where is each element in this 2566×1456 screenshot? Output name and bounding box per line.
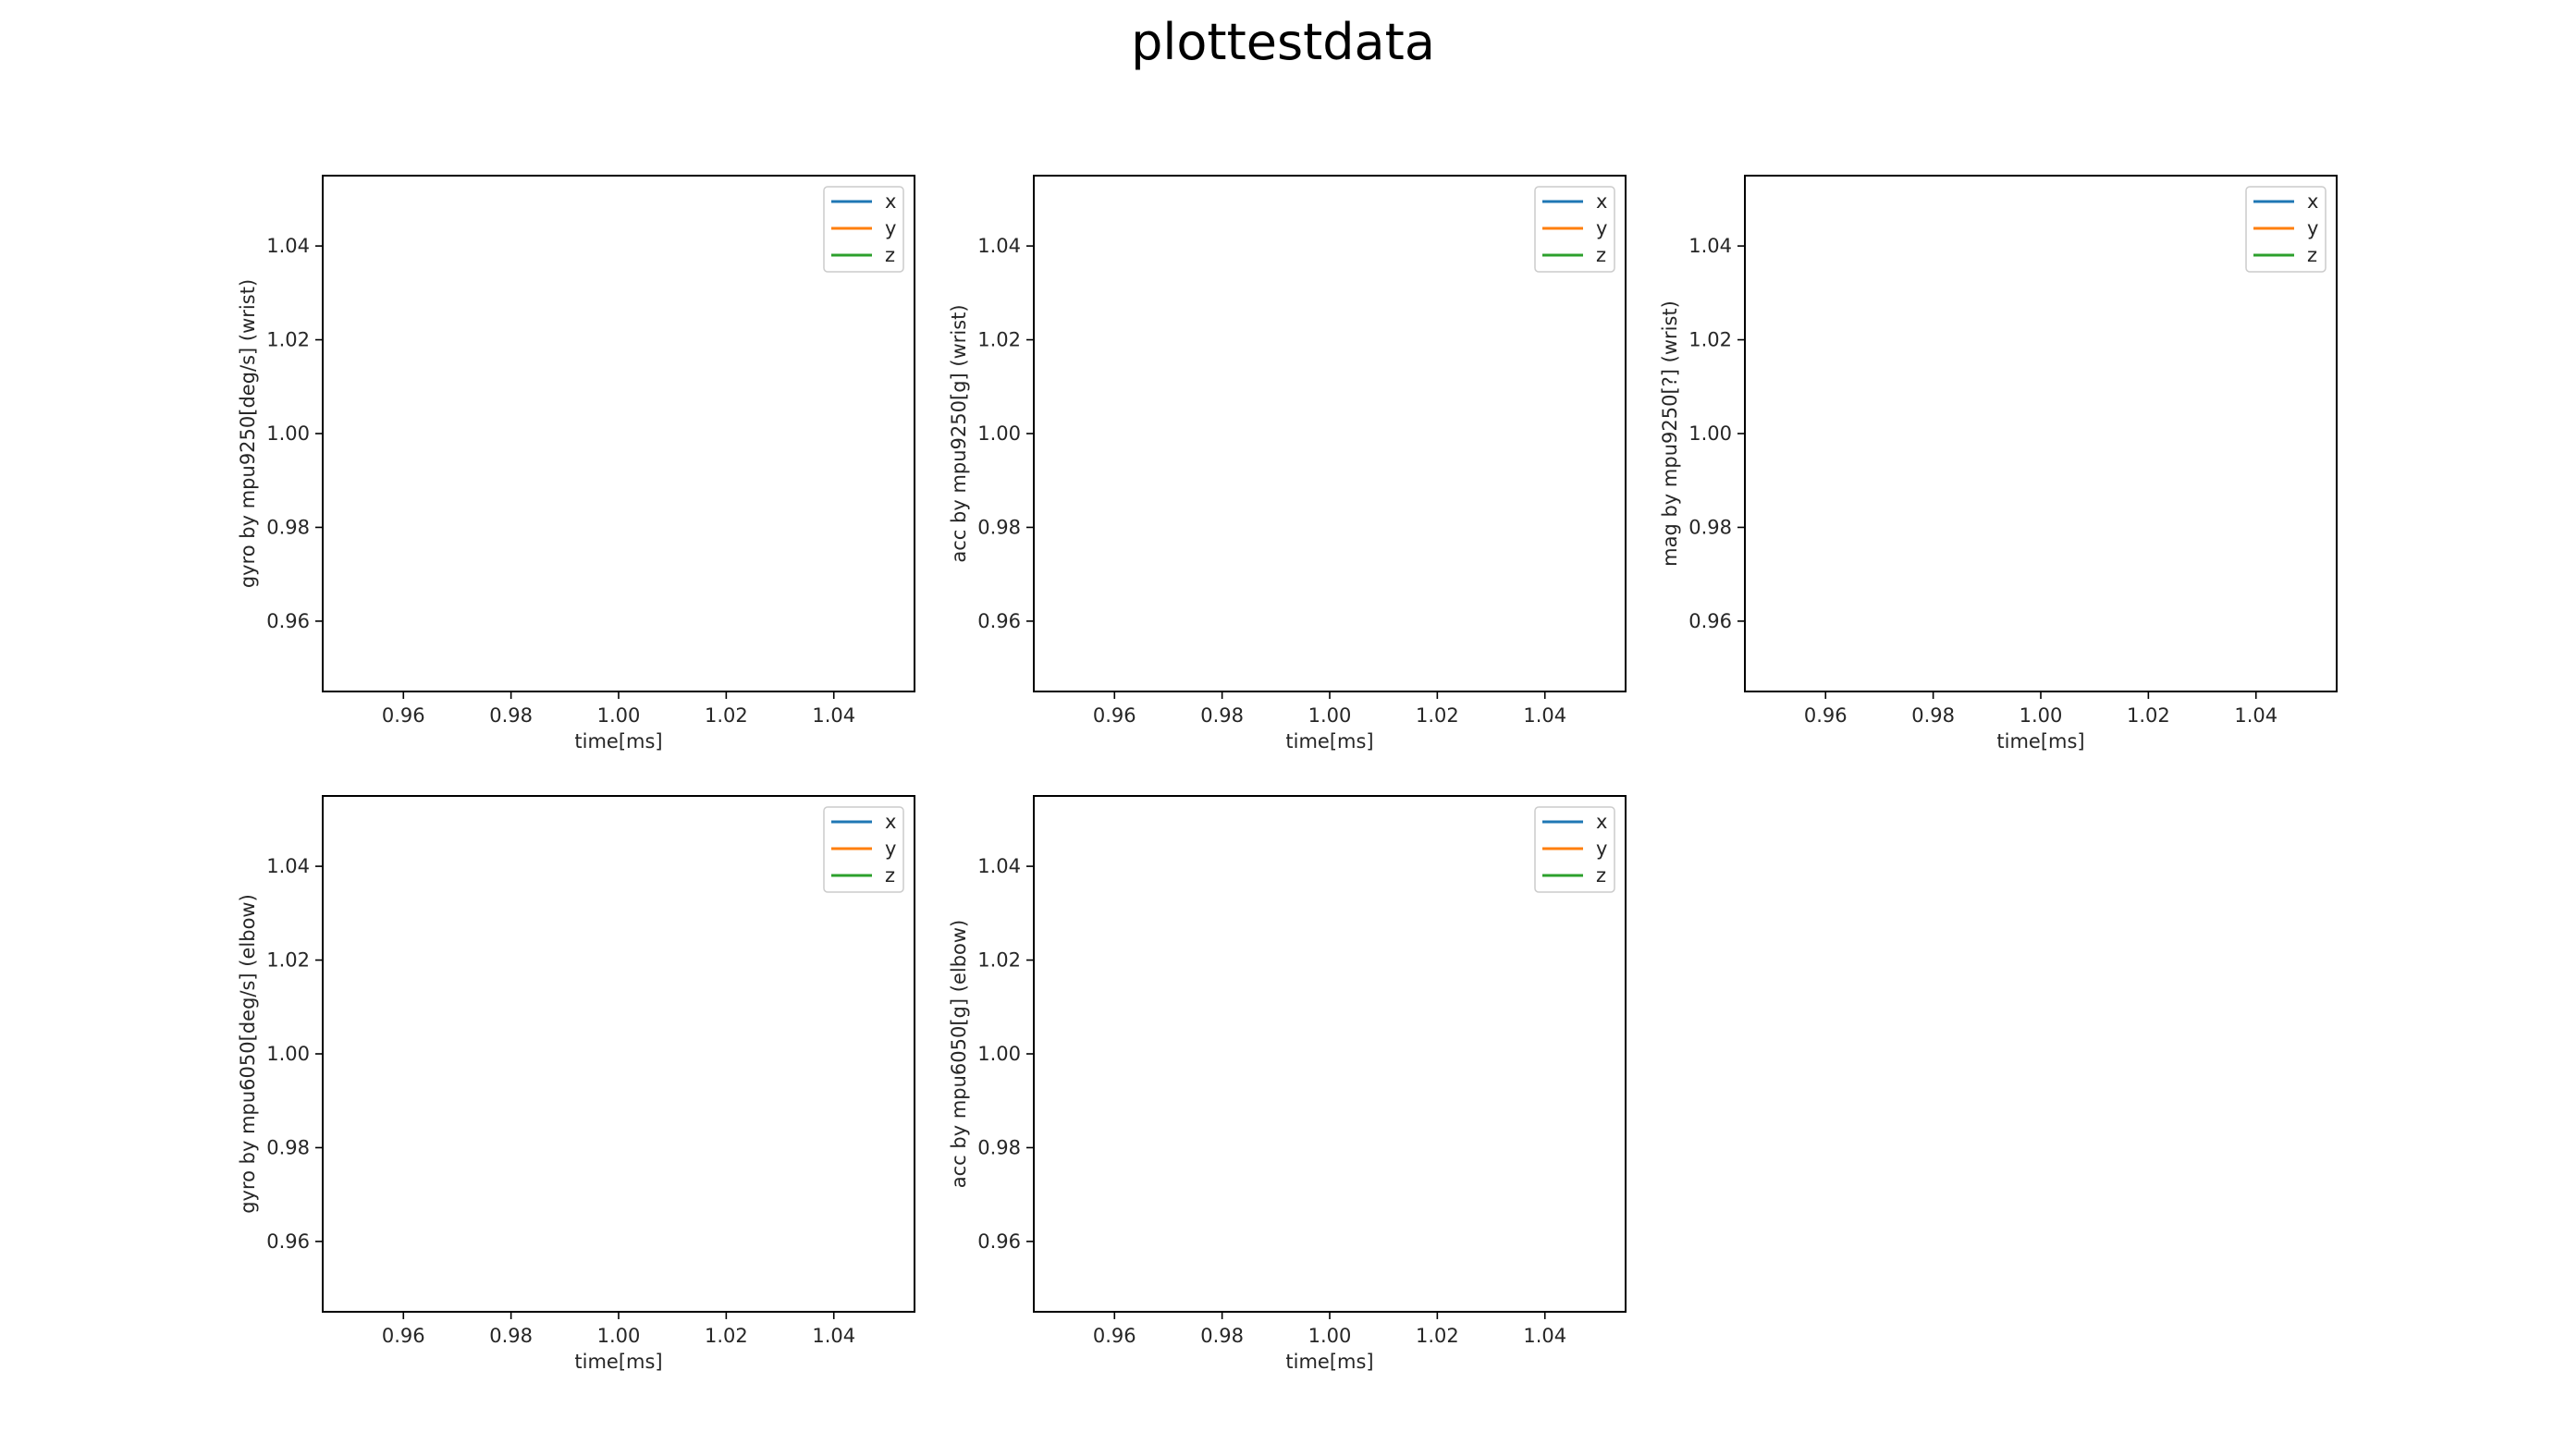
x-tick-label: 1.02 bbox=[2127, 704, 2170, 727]
y-tick-label: 1.00 bbox=[266, 422, 310, 445]
x-tick-label: 0.96 bbox=[382, 1325, 425, 1347]
plot-area bbox=[1033, 175, 1627, 692]
y-tick-label: 0.98 bbox=[266, 1136, 310, 1158]
x-tick-label: 1.04 bbox=[1523, 1325, 1566, 1347]
y-tick-label: 1.04 bbox=[977, 235, 1021, 257]
y-tick-label: 1.00 bbox=[977, 1043, 1021, 1065]
legend: xyz bbox=[2245, 186, 2327, 273]
x-tick-label: 1.04 bbox=[2234, 704, 2277, 727]
legend-label: x bbox=[885, 190, 896, 213]
y-tick-label: 1.02 bbox=[977, 949, 1021, 972]
legend-label: z bbox=[885, 864, 895, 887]
subplot-3: 0.96 0.98 1.00 1.02 1.04 0.96 0.98 1.00 1.02 1.04… bbox=[1659, 175, 2338, 752]
legend: xyz bbox=[823, 186, 904, 273]
x-tick-label: 1.00 bbox=[2020, 704, 2063, 727]
subplot-2: 0.96 0.98 1.00 1.02 1.04 0.96 0.98 1.00 1.02 1.04… bbox=[948, 175, 1627, 752]
x-axis-label: time[ms] bbox=[574, 1351, 662, 1373]
x-tick-label: 1.04 bbox=[1523, 704, 1566, 727]
plot-area bbox=[322, 795, 915, 1313]
x-axis-label: time[ms] bbox=[1285, 1351, 1373, 1373]
legend-label: y bbox=[1596, 217, 1607, 239]
y-tick-label: 1.04 bbox=[266, 855, 310, 877]
y-axis-label: gyro by mpu9250[deg/s] (wrist) bbox=[237, 279, 259, 588]
y-tick-label: 0.96 bbox=[266, 1230, 310, 1253]
x-tick-label: 1.04 bbox=[812, 1325, 855, 1347]
y-tick-label: 1.02 bbox=[1688, 329, 1732, 351]
x-tick-label: 0.96 bbox=[1804, 704, 1848, 727]
y-tick-label: 0.98 bbox=[266, 516, 310, 538]
x-axis-label: time[ms] bbox=[1285, 730, 1373, 752]
y-tick-label: 0.96 bbox=[1688, 610, 1732, 632]
subplot-4: 0.96 0.98 1.00 1.02 1.04 0.96 0.98 1.00 1.02 1.04… bbox=[237, 795, 915, 1373]
legend-label: x bbox=[1596, 190, 1607, 213]
x-tick-label: 0.98 bbox=[1911, 704, 1955, 727]
x-tick-label: 0.96 bbox=[382, 704, 425, 727]
x-tick-label: 1.04 bbox=[812, 704, 855, 727]
x-tick-label: 1.00 bbox=[597, 704, 641, 727]
plot-area bbox=[1033, 795, 1627, 1313]
y-tick-label: 1.04 bbox=[1688, 235, 1732, 257]
legend-label: y bbox=[885, 838, 896, 860]
y-tick-label: 1.00 bbox=[1688, 422, 1732, 445]
x-tick-label: 1.00 bbox=[597, 1325, 641, 1347]
x-tick-label: 1.00 bbox=[1308, 1325, 1352, 1347]
y-tick-label: 0.96 bbox=[977, 1230, 1021, 1253]
legend-label: y bbox=[1596, 838, 1607, 860]
y-axis-label: acc by mpu9250[g] (wrist) bbox=[948, 304, 970, 562]
legend-label: x bbox=[885, 811, 896, 833]
y-tick-label: 0.96 bbox=[266, 610, 310, 632]
y-axis-label: acc by mpu6050[g] (elbow) bbox=[948, 920, 970, 1189]
legend: xyz bbox=[823, 806, 904, 893]
y-tick-label: 1.00 bbox=[977, 422, 1021, 445]
x-tick-label: 0.96 bbox=[1093, 704, 1136, 727]
y-tick-label: 0.98 bbox=[977, 1136, 1021, 1158]
y-axis-label: gyro by mpu6050[deg/s] (elbow) bbox=[237, 894, 259, 1214]
x-tick-label: 0.98 bbox=[489, 704, 533, 727]
legend-label: z bbox=[2307, 244, 2317, 266]
x-tick-label: 0.98 bbox=[489, 1325, 533, 1347]
legend-label: z bbox=[1596, 244, 1606, 266]
subplot-1: 0.96 0.98 1.00 1.02 1.04 0.96 0.98 1.00 1.02 1.04… bbox=[237, 175, 915, 752]
legend-label: x bbox=[2307, 190, 2318, 213]
y-tick-label: 0.98 bbox=[1688, 516, 1732, 538]
y-tick-label: 0.96 bbox=[977, 610, 1021, 632]
figure-title: plottestdata bbox=[1131, 13, 1435, 71]
x-tick-label: 1.00 bbox=[1308, 704, 1352, 727]
legend-label: z bbox=[885, 244, 895, 266]
x-tick-label: 1.02 bbox=[1416, 1325, 1459, 1347]
legend: xyz bbox=[1534, 186, 1615, 273]
legend-label: y bbox=[2307, 217, 2318, 239]
x-tick-label: 1.02 bbox=[705, 1325, 748, 1347]
x-axis-label: time[ms] bbox=[1996, 730, 2084, 752]
legend-label: z bbox=[1596, 864, 1606, 887]
legend-label: y bbox=[885, 217, 896, 239]
y-tick-label: 1.04 bbox=[266, 235, 310, 257]
y-axis-label: mag by mpu9250[?] (wrist) bbox=[1659, 300, 1681, 567]
subplot-5: 0.96 0.98 1.00 1.02 1.04 0.96 0.98 1.00 1.02 1.04… bbox=[948, 795, 1627, 1373]
legend: xyz bbox=[1534, 806, 1615, 893]
y-tick-label: 1.04 bbox=[977, 855, 1021, 877]
x-tick-label: 0.98 bbox=[1200, 1325, 1244, 1347]
y-tick-label: 0.98 bbox=[977, 516, 1021, 538]
x-tick-label: 0.96 bbox=[1093, 1325, 1136, 1347]
y-tick-label: 1.02 bbox=[266, 949, 310, 972]
plot-area bbox=[322, 175, 915, 692]
y-tick-label: 1.02 bbox=[266, 329, 310, 351]
y-tick-label: 1.00 bbox=[266, 1043, 310, 1065]
x-tick-label: 1.02 bbox=[705, 704, 748, 727]
x-tick-label: 0.98 bbox=[1200, 704, 1244, 727]
x-axis-label: time[ms] bbox=[574, 730, 662, 752]
x-tick-label: 1.02 bbox=[1416, 704, 1459, 727]
legend-label: x bbox=[1596, 811, 1607, 833]
y-tick-label: 1.02 bbox=[977, 329, 1021, 351]
